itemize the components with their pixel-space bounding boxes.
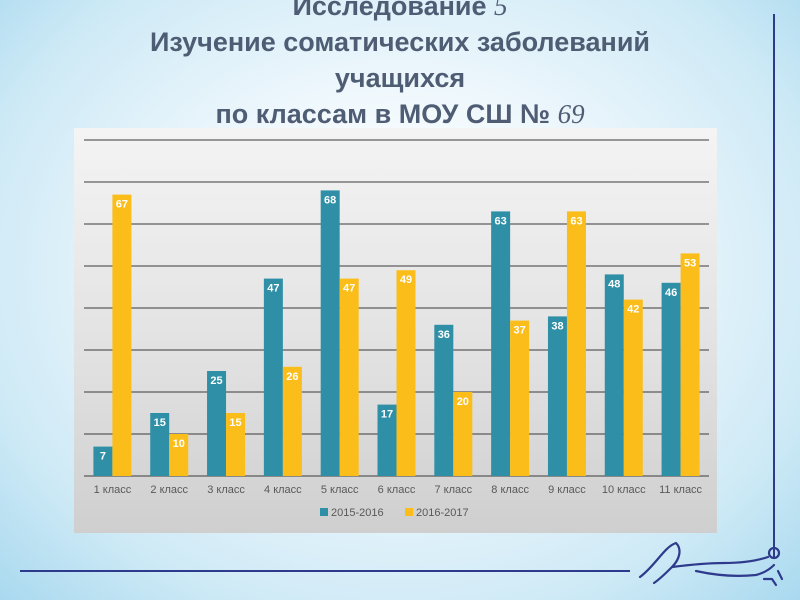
data-label-1-7: 36 [438, 329, 450, 341]
bar-1-4 [263, 278, 283, 476]
x-tick-labels: 1 класс 2 класс 3 класс 4 класс 5 класс 6 кла… [94, 484, 703, 496]
bar-1-1 [93, 446, 113, 476]
data-label-2-8: 37 [514, 325, 526, 337]
title-line-2: Изучение соматических заболеваний [149, 27, 651, 57]
bar-2-10 [623, 299, 643, 476]
bar-2-6 [396, 270, 416, 476]
data-label-2-9: 63 [570, 215, 582, 227]
bar-1-6 [377, 404, 397, 476]
data-label-1-6: 17 [381, 409, 393, 421]
title-line-1: Исследование 5 [292, 0, 508, 21]
data-label-2-6: 49 [400, 274, 412, 286]
data-label-2-11: 53 [684, 257, 696, 269]
legend-label-1: 2015-2016 [331, 507, 384, 519]
bar-2-8 [510, 320, 530, 476]
x-tick-2: 2 класс [150, 484, 188, 496]
bar-1-2 [150, 413, 170, 476]
legend-swatch-2 [405, 508, 413, 516]
data-label-2-10: 42 [627, 304, 639, 316]
data-label-1-8: 63 [495, 215, 507, 227]
x-tick-9: 9 класс [548, 484, 586, 496]
decor-vertical-line [773, 14, 775, 559]
data-label-1-4: 47 [267, 283, 279, 295]
title-line-4: по классам в МОУ СШ № 69 [215, 99, 585, 129]
x-tick-5: 5 класс [321, 484, 359, 496]
data-labels: 7 67 15 10 25 15 47 26 68 47 17 49 36 20 63 37 38 63 48 42 4… [100, 194, 696, 462]
bar-2-9 [566, 211, 586, 476]
data-label-1-10: 48 [608, 278, 620, 290]
data-label-1-5: 68 [324, 194, 336, 206]
x-tick-11: 11 класс [659, 484, 702, 496]
bar-2-1 [112, 194, 132, 476]
bar-2-11 [680, 253, 700, 476]
x-tick-4: 4 класс [264, 484, 302, 496]
bar-1-11 [661, 282, 681, 476]
legend-swatch-1 [320, 508, 328, 516]
bar-chart: 7 67 15 10 25 15 47 26 68 47 17 49 36 20 63 37 38 63 48 42 4… [74, 128, 717, 533]
x-tick-3: 3 класс [207, 484, 245, 496]
data-label-1-3: 25 [210, 375, 222, 387]
bar-2-4 [282, 366, 302, 476]
data-label-2-3: 15 [229, 417, 241, 429]
bars [93, 190, 700, 476]
data-label-2-4: 26 [286, 371, 298, 383]
data-label-2-5: 47 [343, 283, 355, 295]
data-label-1-1: 7 [100, 451, 106, 463]
bar-1-3 [207, 371, 227, 476]
data-label-2-1: 67 [116, 199, 128, 211]
x-tick-1: 1 класс [94, 484, 132, 496]
bar-1-9 [547, 316, 567, 476]
decor-horizontal-line [20, 570, 630, 572]
reclining-figure-icon [638, 541, 784, 587]
x-tick-6: 6 класс [378, 484, 416, 496]
bar-1-5 [320, 190, 340, 476]
title-line-3: учащихся [334, 63, 466, 93]
data-label-1-2: 15 [154, 417, 166, 429]
bar-2-7 [453, 392, 473, 476]
x-tick-10: 10 класс [602, 484, 646, 496]
data-label-1-9: 38 [551, 320, 563, 332]
chart-svg: 7 67 15 10 25 15 47 26 68 47 17 49 36 20 63 37 38 63 48 42 4… [84, 139, 709, 519]
bar-1-8 [491, 211, 511, 476]
slide-title: Исследование 5 Изучение соматических заб… [0, 0, 800, 132]
bar-2-3 [226, 413, 246, 476]
data-label-2-2: 10 [173, 438, 185, 450]
data-label-1-11: 46 [665, 287, 677, 299]
legend-label-2: 2016-2017 [416, 507, 469, 519]
bar-1-10 [604, 274, 624, 476]
x-tick-7: 7 класс [434, 484, 472, 496]
bar-1-7 [434, 324, 454, 476]
bar-2-5 [339, 278, 359, 476]
legend: 2015-2016 2016-2017 [320, 507, 469, 519]
x-tick-8: 8 класс [491, 484, 529, 496]
data-label-2-7: 20 [457, 396, 469, 408]
bar-2-2 [169, 434, 189, 476]
